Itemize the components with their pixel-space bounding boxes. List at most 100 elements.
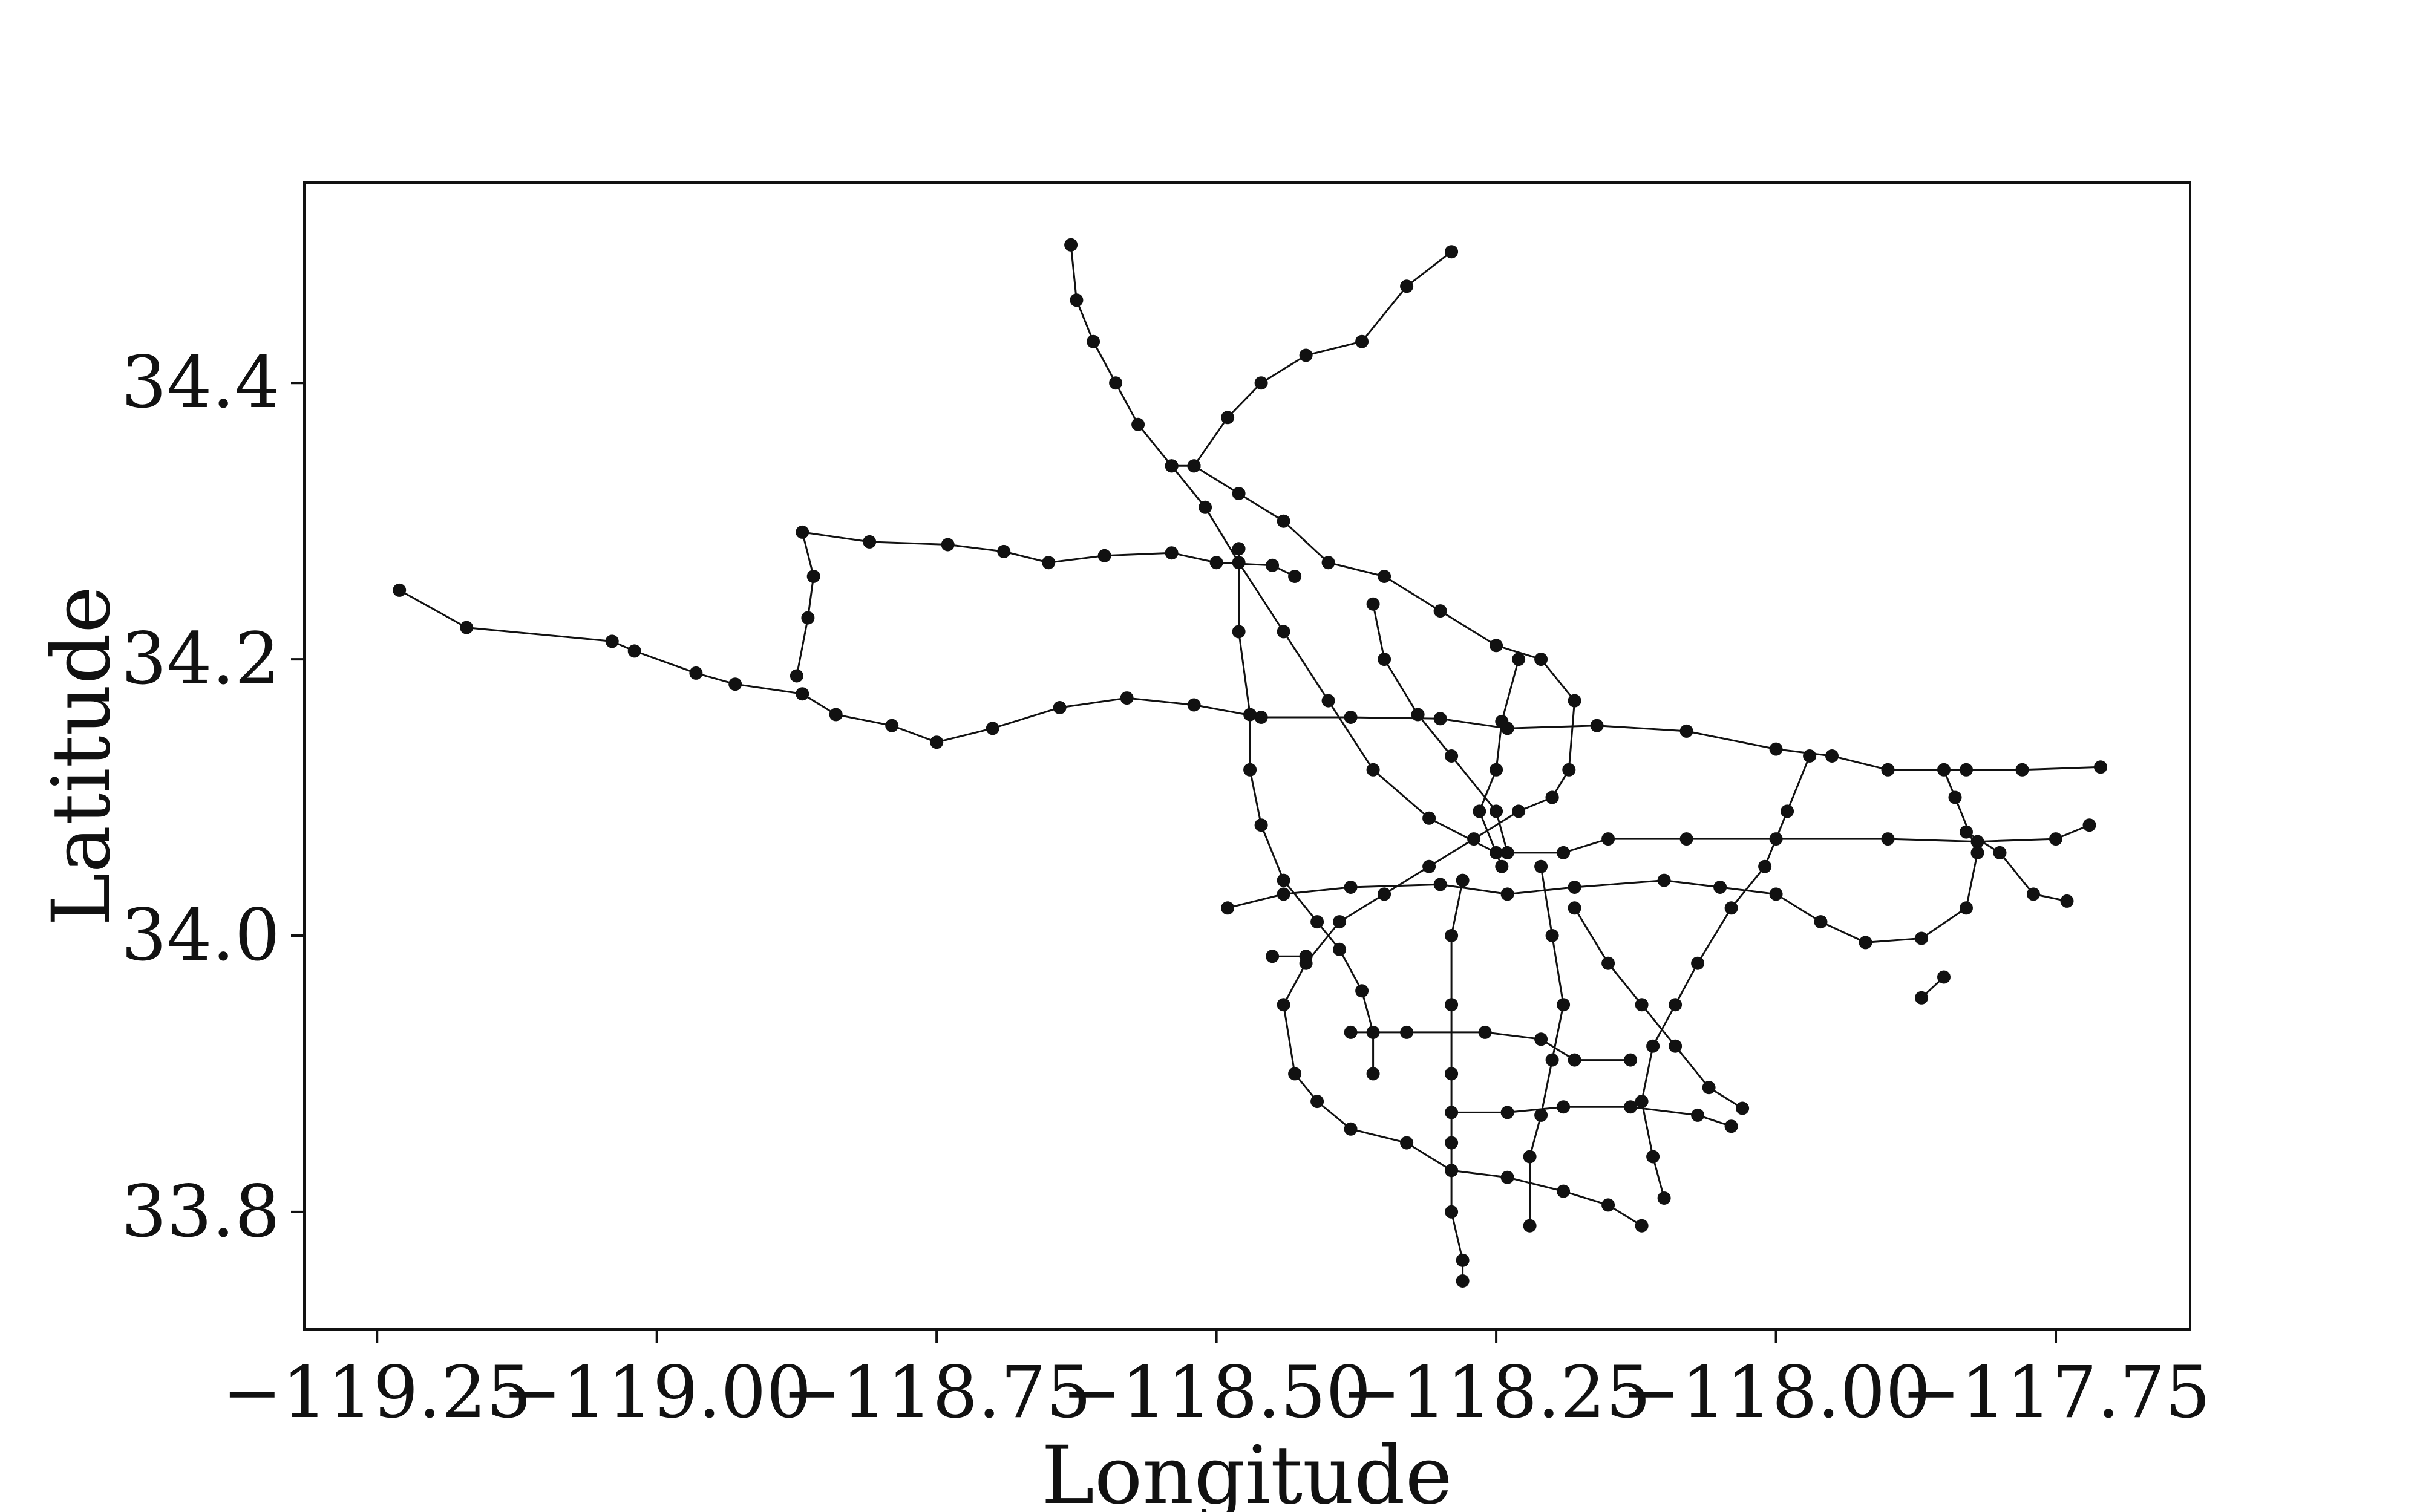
data-point <box>1097 549 1111 562</box>
x-tick-label: −118.75 <box>782 1351 1091 1434</box>
data-point <box>986 722 999 735</box>
data-point <box>1679 832 1693 846</box>
data-point <box>1400 1025 1414 1039</box>
data-point <box>1321 694 1335 708</box>
series-line <box>1238 549 1375 1074</box>
series-8 <box>1366 597 1514 859</box>
data-point <box>1646 1150 1660 1164</box>
data-point <box>1702 1081 1716 1095</box>
data-point <box>1534 1108 1548 1122</box>
series-line <box>1193 465 1576 798</box>
data-point <box>1545 1053 1559 1067</box>
data-point <box>1915 991 1928 1005</box>
data-point <box>2027 887 2040 901</box>
data-point <box>1970 846 1984 859</box>
data-point <box>728 677 742 691</box>
data-point <box>1512 653 1526 666</box>
series-line <box>1227 769 1979 943</box>
data-point <box>2049 832 2062 846</box>
data-point <box>1691 956 1705 970</box>
series-line <box>1070 244 2090 854</box>
series-19 <box>1266 950 1313 963</box>
data-point <box>1500 1106 1514 1119</box>
data-point <box>1355 334 1369 348</box>
series-3 <box>1064 238 2096 859</box>
series-12 <box>1445 1100 1738 1133</box>
series-line <box>1529 866 1565 1226</box>
data-point <box>1534 653 1548 666</box>
data-point <box>1490 639 1503 653</box>
data-point <box>790 669 803 683</box>
data-point <box>1445 749 1459 763</box>
data-point <box>1562 763 1576 777</box>
data-point <box>1422 811 1436 825</box>
data-point <box>1736 1101 1750 1115</box>
data-point <box>1724 901 1738 915</box>
data-point <box>1495 714 1509 728</box>
data-point <box>796 525 809 539</box>
data-point <box>1321 556 1335 570</box>
data-point <box>1288 1067 1302 1081</box>
data-point <box>1568 1053 1581 1067</box>
series-11 <box>1344 1025 1638 1067</box>
data-point <box>1445 1136 1459 1150</box>
data-point <box>1221 411 1235 425</box>
data-point <box>1254 711 1268 724</box>
data-point <box>1187 459 1201 473</box>
data-point <box>1422 859 1436 873</box>
data-point <box>1378 653 1392 666</box>
data-point <box>1534 859 1548 873</box>
data-point <box>1557 846 1571 859</box>
data-point <box>605 634 619 648</box>
data-point <box>1557 1100 1571 1114</box>
data-point <box>1288 570 1302 583</box>
series-line <box>1283 797 1643 1227</box>
data-point <box>1232 487 1246 500</box>
data-point <box>1254 818 1268 832</box>
data-point <box>1669 1039 1683 1053</box>
data-point <box>1993 846 2007 859</box>
data-point <box>1165 459 1179 473</box>
data-point <box>1635 1095 1649 1109</box>
series-7 <box>1232 542 1380 1081</box>
y-tick-label: 34.2 <box>121 617 280 700</box>
data-point <box>1277 873 1290 887</box>
series-4 <box>1165 245 1459 473</box>
data-point <box>1601 956 1615 970</box>
data-point <box>1366 1067 1380 1081</box>
data-point <box>885 719 899 732</box>
x-tick-label: −119.00 <box>502 1351 812 1434</box>
data-point <box>1400 1136 1414 1150</box>
data-point <box>1344 711 1358 724</box>
data-point <box>1109 376 1123 390</box>
data-point <box>1915 931 1928 945</box>
data-point <box>1400 279 1414 293</box>
data-point <box>1478 1025 1492 1039</box>
data-point <box>627 644 641 658</box>
series-line <box>796 531 1295 676</box>
data-point <box>1456 1274 1470 1288</box>
data-point <box>1310 1095 1324 1109</box>
data-point <box>1568 694 1581 708</box>
data-point <box>1467 832 1481 846</box>
y-axis-label: Latitude <box>35 586 128 926</box>
data-point <box>1344 1122 1358 1136</box>
series-line <box>1171 251 1453 467</box>
series-line <box>1966 831 2067 902</box>
data-point <box>1433 604 1447 618</box>
data-point <box>1624 1053 1638 1067</box>
series-line <box>1350 1031 1631 1061</box>
series-1 <box>393 583 2107 777</box>
data-point <box>1131 417 1145 431</box>
data-point <box>1187 698 1201 712</box>
data-point <box>1937 970 1951 984</box>
data-point <box>1769 742 1783 756</box>
data-point <box>1803 749 1817 763</box>
series-line <box>1451 1106 1732 1127</box>
series-line <box>1372 604 1509 853</box>
series-10 <box>1445 873 1470 1288</box>
data-point <box>806 570 820 583</box>
data-point <box>1557 1184 1571 1198</box>
data-point <box>1948 790 1962 804</box>
data-point <box>1299 950 1313 963</box>
